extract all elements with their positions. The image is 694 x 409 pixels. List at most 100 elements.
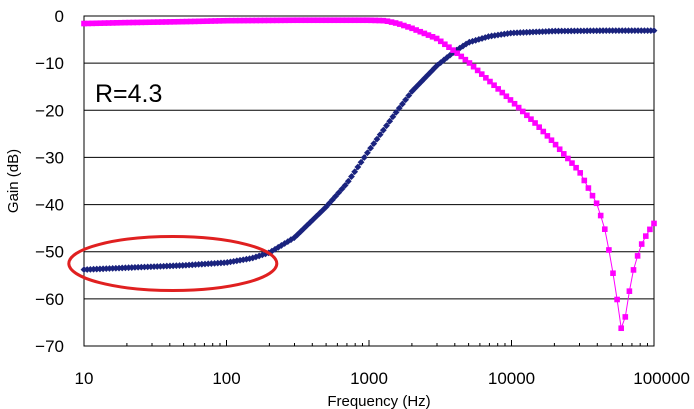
y-tick-label: −50 <box>35 243 64 262</box>
data-point <box>634 253 641 259</box>
data-point <box>622 314 629 320</box>
x-tick-label: 100 <box>212 369 240 388</box>
data-point <box>573 164 579 171</box>
x-tick-label: 100000 <box>633 369 690 388</box>
data-point <box>446 44 452 50</box>
data-point <box>200 18 206 25</box>
data-point <box>408 87 416 95</box>
data-point <box>220 17 227 24</box>
data-point <box>323 17 329 24</box>
x-tick-label: 10 <box>75 369 94 388</box>
data-point <box>175 18 182 25</box>
data-point <box>540 128 547 135</box>
data-point <box>421 74 429 82</box>
data-point <box>273 17 280 24</box>
data-point <box>405 92 413 99</box>
series-line <box>83 30 654 271</box>
data-point <box>491 82 497 89</box>
data-point <box>212 18 219 24</box>
data-point <box>395 104 403 112</box>
x-tick-label: 10000 <box>488 369 535 388</box>
data-point <box>253 17 260 24</box>
data-point <box>134 19 141 26</box>
data-point <box>348 173 355 180</box>
data-point <box>618 325 624 332</box>
data-point <box>159 19 165 25</box>
data-point <box>434 61 441 69</box>
data-point <box>290 17 296 24</box>
data-point <box>409 25 415 32</box>
data-point <box>316 209 324 217</box>
data-point <box>487 78 493 85</box>
data-point <box>265 17 272 24</box>
data-point <box>167 19 173 25</box>
data-point <box>257 17 264 24</box>
data-point <box>478 71 485 77</box>
data-point <box>495 86 501 92</box>
data-point <box>310 17 317 24</box>
data-point <box>355 17 362 24</box>
data-point <box>466 60 473 66</box>
data-point <box>544 133 551 139</box>
data-point <box>314 17 321 24</box>
data-point <box>269 17 276 24</box>
data-point <box>470 63 477 70</box>
data-point <box>278 242 285 249</box>
data-point <box>376 131 384 139</box>
data-point <box>306 17 313 24</box>
data-point <box>437 38 444 45</box>
data-point <box>433 35 440 42</box>
data-point <box>228 17 235 24</box>
data-point <box>614 296 620 303</box>
data-point <box>450 47 456 53</box>
data-point <box>413 27 419 33</box>
data-point <box>286 17 292 24</box>
data-point <box>335 189 343 197</box>
data-point <box>232 17 239 24</box>
data-point <box>130 19 137 26</box>
data-point <box>642 233 649 239</box>
data-point <box>569 160 575 166</box>
data-point <box>344 177 352 185</box>
x-tick-label: 1000 <box>350 369 388 388</box>
data-point <box>577 170 583 176</box>
data-point <box>606 247 612 253</box>
data-point <box>388 19 395 25</box>
data-point <box>370 140 378 148</box>
data-point <box>556 146 563 153</box>
data-point <box>118 19 124 26</box>
data-point <box>249 17 255 24</box>
series-1 <box>80 27 658 274</box>
data-point <box>651 220 657 227</box>
data-point <box>425 32 432 38</box>
data-point <box>347 17 354 24</box>
data-point <box>647 226 653 233</box>
data-point <box>379 126 387 134</box>
data-point <box>483 75 489 81</box>
data-point <box>389 113 397 121</box>
data-point <box>414 81 422 89</box>
y-tick-label: −70 <box>35 337 64 356</box>
data-point <box>297 228 304 236</box>
data-point <box>122 19 128 26</box>
series-layer <box>80 17 658 332</box>
x-axis-title: Frequency (Hz) <box>327 393 430 409</box>
data-point <box>331 17 337 24</box>
data-point <box>233 257 241 265</box>
y-tick-label: 0 <box>55 7 64 26</box>
data-point <box>597 212 604 219</box>
series-line <box>84 19 655 329</box>
data-point <box>241 17 247 24</box>
data-point <box>581 177 588 184</box>
data-point <box>150 19 157 25</box>
series-2 <box>81 17 657 332</box>
data-point <box>328 196 336 204</box>
data-point <box>429 33 436 40</box>
y-axis-title: Gain (dB) <box>5 149 22 213</box>
data-point <box>309 215 317 223</box>
data-point <box>638 241 645 247</box>
data-point <box>187 18 194 25</box>
data-point <box>454 50 460 57</box>
data-point <box>503 93 510 100</box>
